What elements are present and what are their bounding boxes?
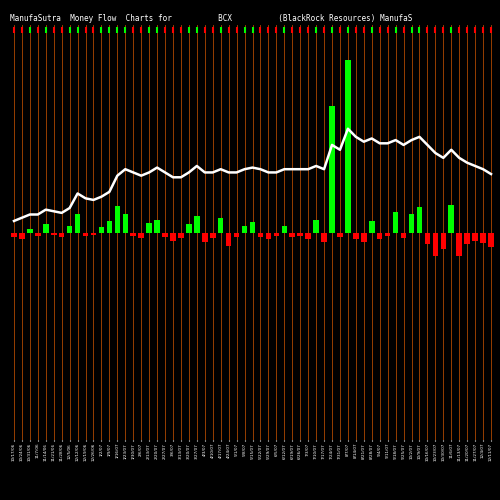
- Bar: [385, 232, 390, 236]
- Bar: [194, 216, 200, 232]
- Bar: [178, 232, 184, 238]
- Bar: [322, 232, 327, 241]
- Bar: [242, 226, 248, 232]
- Bar: [90, 232, 96, 235]
- Bar: [448, 205, 454, 233]
- Bar: [456, 232, 462, 256]
- Bar: [154, 220, 160, 232]
- Bar: [369, 221, 374, 232]
- Bar: [440, 232, 446, 248]
- Bar: [226, 232, 232, 246]
- Bar: [258, 232, 263, 237]
- Bar: [59, 232, 64, 237]
- Bar: [138, 232, 144, 238]
- Bar: [210, 232, 216, 238]
- Bar: [186, 224, 192, 232]
- Bar: [202, 232, 207, 241]
- Bar: [27, 229, 32, 232]
- Text: ManufaSutra  Money Flow  Charts for          BCX          (BlackRock Resources) : ManufaSutra Money Flow Charts for BCX (B…: [10, 14, 412, 23]
- Bar: [266, 232, 271, 239]
- Bar: [282, 226, 287, 232]
- Bar: [51, 232, 57, 235]
- Bar: [306, 232, 311, 239]
- Bar: [432, 232, 438, 256]
- Bar: [472, 232, 478, 240]
- Bar: [464, 232, 470, 244]
- Bar: [408, 214, 414, 233]
- Bar: [416, 207, 422, 233]
- Bar: [337, 232, 342, 237]
- Bar: [377, 232, 382, 239]
- Bar: [218, 218, 224, 232]
- Bar: [393, 212, 398, 233]
- Bar: [162, 232, 168, 237]
- Bar: [361, 232, 366, 241]
- Bar: [146, 224, 152, 232]
- Bar: [353, 232, 358, 239]
- Bar: [122, 214, 128, 233]
- Bar: [43, 224, 49, 232]
- Bar: [170, 232, 176, 240]
- Bar: [75, 214, 80, 233]
- Bar: [234, 232, 239, 237]
- Bar: [130, 232, 136, 236]
- Bar: [401, 232, 406, 238]
- Bar: [290, 232, 295, 237]
- Bar: [298, 232, 303, 236]
- Bar: [114, 206, 120, 233]
- Bar: [98, 226, 104, 232]
- Bar: [106, 221, 112, 232]
- Bar: [250, 222, 256, 232]
- Bar: [314, 220, 319, 232]
- Bar: [424, 232, 430, 244]
- Bar: [329, 106, 335, 232]
- Bar: [488, 232, 494, 248]
- Bar: [19, 232, 24, 239]
- Bar: [35, 232, 40, 236]
- Bar: [83, 232, 88, 236]
- Bar: [67, 226, 72, 232]
- Bar: [274, 232, 279, 236]
- Bar: [480, 232, 486, 243]
- Bar: [345, 60, 350, 233]
- Bar: [11, 232, 17, 237]
